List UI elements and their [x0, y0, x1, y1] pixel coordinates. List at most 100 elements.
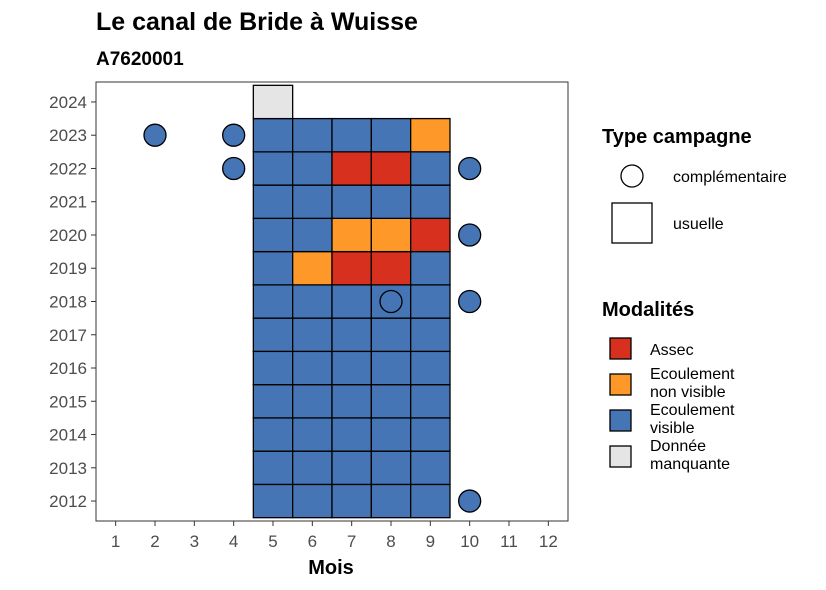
legend-modalites-title: Modalités — [602, 299, 694, 321]
legend-label-3: Donnée manquante — [650, 438, 730, 473]
legend-complementaire-key — [620, 164, 644, 188]
tile-2014-9 — [410, 417, 451, 452]
y-tick-label-2018: 2018 — [49, 293, 87, 312]
tile-2016-6 — [292, 350, 333, 386]
point-2020-10 — [458, 223, 482, 247]
legend-key-3 — [609, 445, 632, 468]
y-tick-label-2016: 2016 — [49, 359, 87, 378]
tile-2014-7 — [331, 417, 372, 452]
tile-2021-9 — [410, 184, 451, 220]
tile-2019-5 — [252, 250, 294, 286]
y-tick-label-2015: 2015 — [49, 392, 87, 411]
tile-2019-8 — [370, 250, 412, 286]
tile-2019-7 — [331, 250, 372, 286]
legend-usuelle-label: usuelle — [673, 216, 724, 233]
y-tick-label-2012: 2012 — [49, 492, 87, 511]
x-tick-label-11: 11 — [500, 532, 518, 551]
tile-2017-6 — [292, 317, 333, 353]
y-tick-label-2019: 2019 — [49, 259, 87, 278]
legend-label-1-line-1: non visible — [650, 384, 726, 401]
x-tick-label-1: 1 — [111, 532, 120, 551]
tile-2012-7 — [331, 483, 372, 519]
legend-label-3-line-1: manquante — [650, 456, 730, 473]
tile-2022-9 — [410, 151, 451, 186]
tile-2015-9 — [410, 383, 451, 419]
point-2022-4 — [222, 156, 246, 181]
tile-2021-5 — [252, 184, 294, 220]
tile-2018-7 — [331, 284, 372, 319]
legend-key-0 — [609, 337, 632, 360]
tile-2022-7 — [331, 151, 372, 186]
tile-2023-7 — [331, 117, 372, 153]
legend-label-2-line-0: Ecoulement — [650, 402, 735, 419]
tile-2024-5 — [252, 84, 294, 120]
legend-key-1 — [609, 373, 632, 396]
tile-2017-7 — [331, 317, 372, 353]
x-tick-label-10: 10 — [460, 532, 479, 551]
x-axis-title: Mois — [308, 557, 354, 579]
tile-2020-8 — [370, 217, 412, 253]
y-tick-label-2020: 2020 — [49, 226, 87, 245]
legend-label-0: Assec — [650, 342, 694, 359]
point-2023-4 — [222, 123, 246, 147]
tile-2017-5 — [252, 317, 294, 353]
legend-type-title: Type campagne — [602, 126, 752, 148]
tile-2013-5 — [252, 450, 294, 486]
legend-label-1: Ecoulement non visible — [650, 366, 735, 401]
tile-2022-5 — [252, 151, 294, 186]
x-tick-label-2: 2 — [150, 532, 159, 551]
tile-2016-8 — [370, 350, 412, 386]
legend-label-3-line-0: Donnée — [650, 438, 706, 455]
y-tick-label-2017: 2017 — [49, 326, 87, 345]
plot-area: 1 2 3 4 5 6 7 8 9 10 11 122012201320142015201620172… — [49, 81, 569, 551]
tile-2018-9 — [410, 284, 451, 319]
tile-2014-5 — [252, 417, 294, 452]
x-tick-label-9: 9 — [426, 532, 435, 551]
tile-2018-5 — [252, 284, 294, 319]
tile-2014-6 — [292, 417, 333, 452]
x-tick-label-12: 12 — [539, 532, 558, 551]
tile-2023-9 — [410, 117, 451, 153]
tile-2023-5 — [252, 117, 294, 153]
tile-2012-6 — [292, 483, 333, 519]
tile-2016-9 — [410, 350, 451, 386]
tile-2015-7 — [331, 383, 372, 419]
x-tick-label-3: 3 — [190, 532, 199, 551]
chart-subtitle: A7620001 — [96, 49, 184, 70]
tile-2017-9 — [410, 317, 451, 353]
legend-key-2 — [609, 409, 632, 432]
tile-2012-5 — [252, 483, 294, 519]
tile-2022-8 — [370, 151, 412, 186]
tile-2021-8 — [370, 184, 412, 220]
tile-2013-9 — [410, 450, 451, 486]
tile-2013-6 — [292, 450, 333, 486]
tile-2013-7 — [331, 450, 372, 486]
tile-2018-6 — [292, 284, 333, 319]
legend-label-1-line-0: Ecoulement — [650, 366, 735, 383]
tile-2019-9 — [410, 250, 451, 286]
x-tick-label-4: 4 — [229, 532, 238, 551]
legend-usuelle-key — [611, 202, 653, 244]
x-tick-label-5: 5 — [268, 532, 277, 551]
tile-2023-6 — [292, 117, 333, 153]
tile-2017-8 — [370, 317, 412, 353]
x-tick-label-7: 7 — [347, 532, 356, 551]
tile-2015-8 — [370, 383, 412, 419]
legend-complementaire-label: complémentaire — [673, 169, 787, 186]
tile-2021-7 — [331, 184, 372, 220]
tile-2022-6 — [292, 151, 333, 186]
chart-title: Le canal de Bride à Wuisse — [96, 8, 418, 36]
y-tick-label-2024: 2024 — [49, 93, 87, 112]
tile-2014-8 — [370, 417, 412, 452]
tile-2020-7 — [331, 217, 372, 253]
tile-2020-5 — [252, 217, 294, 253]
point-2022-10 — [458, 156, 482, 181]
tile-2016-5 — [252, 350, 294, 386]
x-tick-label-6: 6 — [308, 532, 317, 551]
legend-label-2-line-1: visible — [650, 420, 695, 437]
legend-label-2: Ecoulement visible — [650, 402, 735, 437]
tile-2023-8 — [370, 117, 412, 153]
tile-2016-7 — [331, 350, 372, 386]
